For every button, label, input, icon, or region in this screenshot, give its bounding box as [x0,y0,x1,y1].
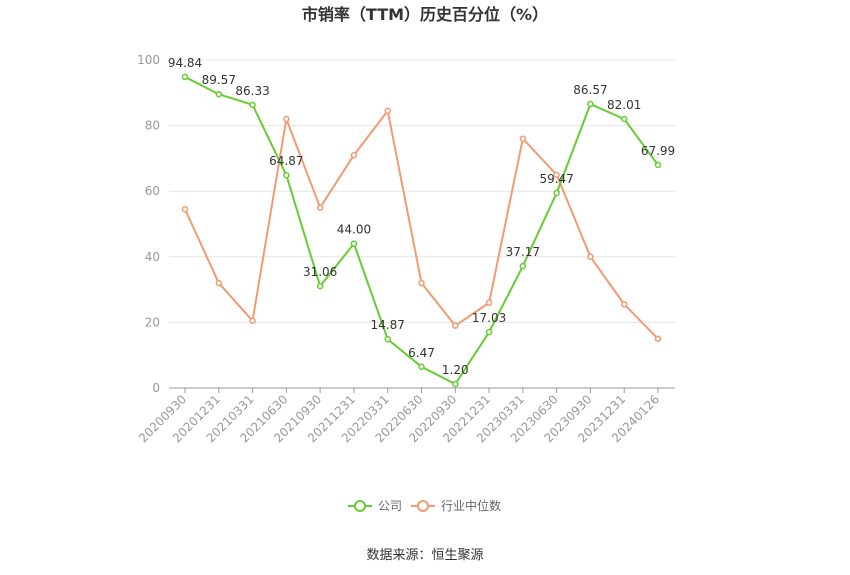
series-group [181,73,662,388]
source-note: 数据来源：恒生聚源 [366,548,483,563]
chart-title: 市销率（TTM）历史百分位（%） [302,5,548,24]
legend-swatch-marker [417,500,429,512]
data-label: 82.01 [607,98,641,112]
y-axis: 0 20 40 60 80 100 [137,53,160,395]
data-label: 94.84 [168,56,202,70]
data-label: 64.87 [269,154,303,168]
data-label: 6.47 [408,346,435,360]
data-point[interactable] [418,363,425,371]
data-label: 14.87 [371,318,405,332]
series-line-industry-median [184,108,659,340]
legend[interactable]: 公司 行业中位数 [348,498,501,513]
data-point[interactable] [654,335,662,343]
data-point[interactable] [215,279,223,287]
data-point[interactable] [418,279,425,287]
data-label: 31.06 [303,265,337,279]
data-point[interactable] [485,328,493,336]
legend-item-industry-median[interactable]: 行业中位数 [411,498,501,513]
data-label: 86.57 [573,83,607,97]
data-point[interactable] [553,171,560,179]
data-point[interactable] [249,317,256,325]
data-point[interactable] [350,240,358,247]
data-point[interactable] [215,90,223,98]
y-tick-label: 100 [137,53,160,67]
y-tick-label: 0 [152,381,160,395]
data-point[interactable] [181,205,189,213]
legend-item-company[interactable]: 公司 [348,499,402,513]
data-label: 67.99 [641,144,675,158]
data-point[interactable] [485,299,493,306]
data-point[interactable] [283,171,290,179]
data-label: 59.47 [539,172,573,186]
legend-label: 公司 [378,499,402,513]
data-point[interactable] [283,115,290,123]
data-point[interactable] [249,101,256,109]
data-point[interactable] [316,282,324,290]
data-point[interactable] [620,115,628,123]
y-tick-label: 20 [145,315,160,329]
data-point[interactable] [316,204,324,211]
data-point[interactable] [384,335,391,343]
data-point[interactable] [620,301,628,308]
legend-label: 行业中位数 [441,498,501,513]
data-point[interactable] [181,73,189,81]
x-axis: 2020093020201231202103312021063020210930… [136,387,675,445]
data-point[interactable] [519,135,527,142]
data-label: 44.00 [337,223,371,237]
data-point[interactable] [553,189,560,197]
data-label: 17.03 [472,311,506,325]
data-point[interactable] [587,100,594,108]
data-label: 37.17 [506,245,540,259]
data-label: 89.57 [202,73,236,87]
data-point[interactable] [519,262,527,270]
data-point[interactable] [384,107,391,115]
data-point[interactable] [350,151,358,159]
data-point[interactable] [654,161,662,169]
data-point[interactable] [452,380,459,388]
data-point[interactable] [587,253,594,261]
y-tick-label: 60 [145,184,160,198]
legend-swatch-marker [354,500,366,512]
series-line-company [184,76,659,386]
y-tick-label: 80 [145,119,160,133]
data-label: 86.33 [235,84,269,98]
y-tick-label: 40 [145,250,160,264]
data-label: 1.20 [442,363,469,377]
data-point[interactable] [452,322,459,329]
